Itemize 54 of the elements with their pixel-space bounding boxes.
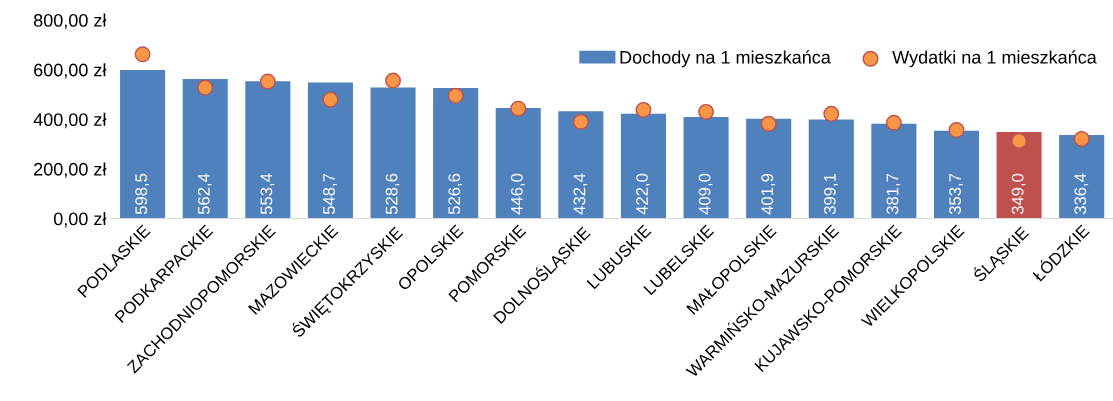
bar <box>307 82 353 219</box>
bar <box>871 123 917 219</box>
point <box>948 121 965 138</box>
y-tick-label: 400,00 zł <box>33 112 107 129</box>
bar <box>683 117 729 219</box>
data-label: 553,4 <box>260 173 275 215</box>
y-tick-label: 600,00 zł <box>34 63 107 79</box>
bar <box>370 87 416 219</box>
bar <box>746 118 792 219</box>
data-label: 528,6 <box>385 173 400 215</box>
point <box>134 46 151 63</box>
y-tick-label: 200,00 zł <box>34 162 107 178</box>
point <box>385 72 402 89</box>
bar <box>433 87 479 219</box>
bar <box>620 113 666 219</box>
bar <box>182 79 228 219</box>
point <box>510 100 527 117</box>
bar <box>1059 135 1105 219</box>
point <box>885 114 902 131</box>
data-label: 446,0 <box>510 173 525 215</box>
bar <box>558 111 604 219</box>
bar <box>120 70 166 219</box>
point <box>447 87 464 104</box>
legend-label: Dochody na 1 mieszkańca <box>620 50 831 68</box>
data-label: 401,9 <box>761 173 776 215</box>
point <box>698 103 715 120</box>
bar <box>808 119 854 219</box>
data-label: 422,0 <box>636 173 650 215</box>
data-label: 381,7 <box>886 173 901 215</box>
data-label: 562,4 <box>197 173 212 215</box>
data-label: 548,7 <box>323 173 337 215</box>
data-label: 336,4 <box>1074 173 1089 215</box>
legend-label: Wydatki na 1 mieszkańca <box>892 50 1097 68</box>
bar <box>245 81 291 219</box>
data-label: 349,0 <box>1011 173 1026 215</box>
y-tick-label: 800,00 zł <box>33 13 107 29</box>
point <box>197 79 214 96</box>
data-label: 353,7 <box>949 173 963 215</box>
data-label: 399,1 <box>823 173 838 215</box>
point <box>259 73 276 90</box>
point <box>1073 130 1090 147</box>
data-label: 526,6 <box>448 173 463 215</box>
point <box>760 115 777 132</box>
data-label: 409,0 <box>698 173 713 215</box>
bar <box>933 130 980 219</box>
point <box>572 113 589 130</box>
bar <box>495 107 541 219</box>
data-label: 598,5 <box>135 173 150 215</box>
data-label: 432,4 <box>573 173 588 215</box>
point <box>635 101 652 118</box>
point <box>1011 132 1028 149</box>
point <box>823 105 840 122</box>
bar <box>996 131 1042 219</box>
point <box>322 91 339 108</box>
